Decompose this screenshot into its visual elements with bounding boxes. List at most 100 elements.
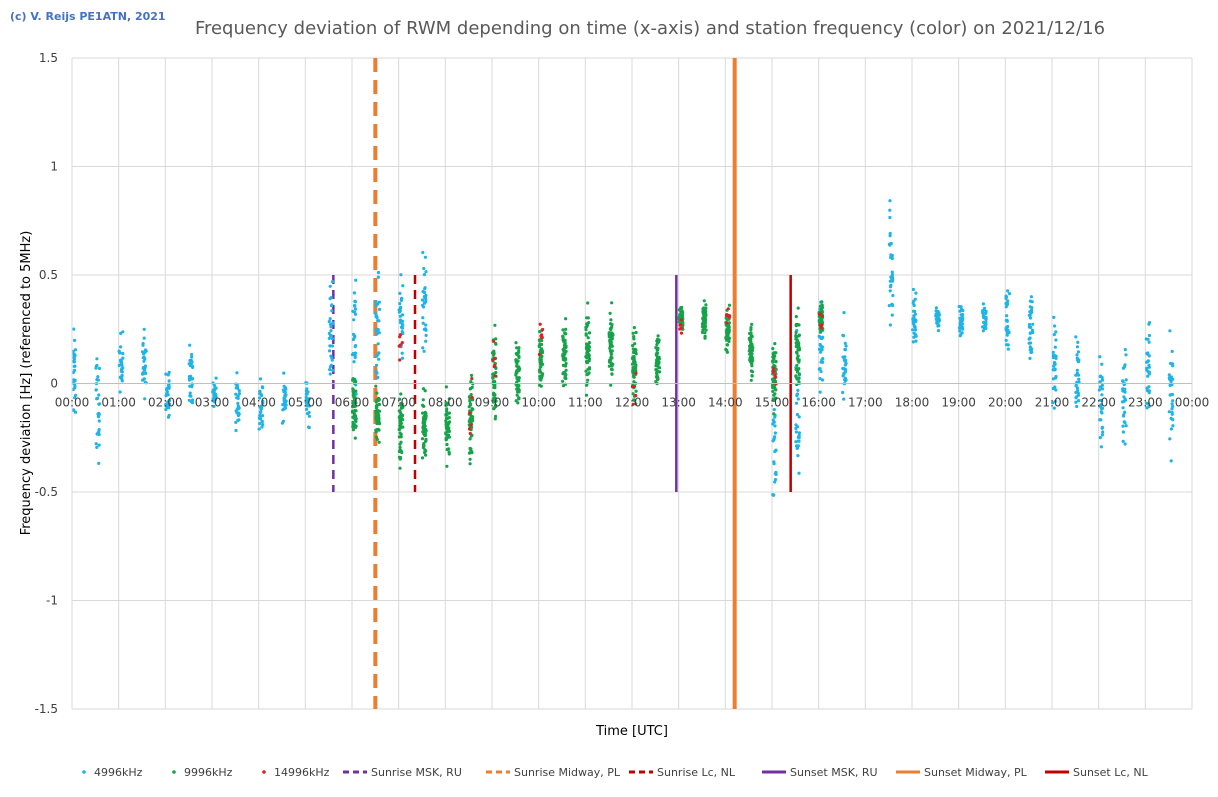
data-point bbox=[1074, 383, 1078, 387]
data-point bbox=[773, 449, 777, 454]
data-point bbox=[421, 445, 425, 450]
data-point bbox=[331, 280, 335, 284]
data-point bbox=[1029, 295, 1033, 299]
data-point bbox=[327, 319, 331, 324]
data-point bbox=[328, 297, 332, 301]
data-point bbox=[561, 334, 565, 338]
data-point bbox=[1028, 341, 1033, 345]
x-tick-label: 02:00 bbox=[148, 396, 183, 410]
x-tick-label: 23:00 bbox=[1128, 396, 1163, 410]
data-point bbox=[771, 377, 775, 381]
data-point bbox=[74, 393, 78, 397]
data-point bbox=[914, 318, 918, 322]
data-point bbox=[609, 318, 613, 322]
data-point bbox=[774, 388, 778, 392]
data-point bbox=[1028, 313, 1032, 317]
data-point bbox=[515, 346, 519, 350]
data-point bbox=[797, 439, 801, 443]
data-point bbox=[888, 208, 892, 212]
data-point bbox=[1028, 316, 1033, 320]
data-point bbox=[494, 370, 498, 375]
data-point bbox=[374, 354, 378, 358]
data-point bbox=[235, 371, 239, 375]
data-point bbox=[1099, 445, 1103, 449]
data-point bbox=[1075, 353, 1079, 357]
data-point bbox=[890, 313, 894, 317]
data-point bbox=[1122, 413, 1126, 417]
legend: 4996kHz 9996kHz 14996kHz Sunrise MSK, RU Sun… bbox=[82, 766, 1149, 779]
data-point bbox=[1077, 377, 1081, 381]
data-point bbox=[376, 375, 380, 380]
data-point bbox=[493, 386, 497, 390]
data-point bbox=[843, 358, 848, 362]
data-point bbox=[1147, 354, 1151, 358]
data-point bbox=[374, 384, 378, 388]
x-tick-label: 10:00 bbox=[521, 396, 556, 410]
legend-label: Sunset MSK, RU bbox=[790, 766, 878, 779]
data-point bbox=[609, 326, 613, 330]
data-point bbox=[377, 440, 381, 444]
data-point bbox=[749, 328, 753, 332]
data-point bbox=[934, 309, 938, 313]
data-point bbox=[586, 301, 590, 305]
data-point bbox=[935, 314, 940, 318]
data-point bbox=[657, 366, 662, 370]
data-point bbox=[796, 435, 800, 439]
data-point bbox=[492, 406, 496, 410]
data-point bbox=[468, 411, 472, 415]
x-tick-label: 08:00 bbox=[428, 396, 463, 410]
data-point bbox=[447, 397, 451, 401]
data-point bbox=[819, 336, 823, 341]
data-point bbox=[795, 370, 800, 374]
data-point bbox=[260, 405, 264, 409]
data-point bbox=[329, 329, 333, 333]
data-point bbox=[587, 366, 592, 370]
data-point bbox=[702, 299, 706, 303]
data-point bbox=[936, 318, 940, 323]
data-point bbox=[844, 378, 848, 382]
data-point bbox=[679, 323, 683, 327]
data-point bbox=[771, 418, 775, 422]
data-point bbox=[444, 403, 448, 407]
data-point bbox=[724, 336, 728, 340]
data-point bbox=[1004, 296, 1008, 300]
data-point bbox=[468, 457, 472, 461]
data-point bbox=[1147, 321, 1152, 325]
data-point bbox=[376, 319, 380, 323]
data-point bbox=[352, 409, 356, 413]
data-point bbox=[330, 336, 334, 341]
data-point bbox=[353, 310, 357, 314]
data-point bbox=[797, 471, 801, 475]
data-point bbox=[633, 342, 637, 346]
data-point bbox=[422, 443, 426, 447]
data-point bbox=[1029, 331, 1033, 335]
data-point bbox=[1100, 378, 1105, 382]
data-point bbox=[771, 347, 775, 351]
data-point bbox=[564, 327, 568, 331]
data-point bbox=[727, 303, 732, 307]
data-point bbox=[1167, 410, 1171, 414]
data-point bbox=[773, 354, 777, 358]
data-point bbox=[608, 346, 612, 350]
data-point bbox=[610, 372, 614, 376]
data-point bbox=[258, 422, 262, 426]
data-point bbox=[797, 376, 801, 380]
data-point bbox=[1121, 439, 1125, 443]
data-point bbox=[1007, 292, 1012, 296]
data-point bbox=[236, 394, 240, 398]
data-point bbox=[330, 309, 334, 313]
data-point bbox=[701, 309, 705, 314]
data-point bbox=[188, 375, 192, 379]
data-point bbox=[491, 393, 496, 397]
data-point bbox=[795, 356, 799, 360]
data-point bbox=[725, 313, 729, 317]
data-point bbox=[328, 368, 332, 372]
data-point bbox=[351, 423, 355, 427]
data-point bbox=[1098, 355, 1102, 359]
data-point bbox=[657, 357, 661, 361]
data-point bbox=[749, 378, 753, 382]
data-point bbox=[376, 342, 380, 346]
data-point bbox=[1146, 374, 1150, 378]
data-point bbox=[234, 392, 238, 396]
data-point bbox=[774, 375, 778, 379]
